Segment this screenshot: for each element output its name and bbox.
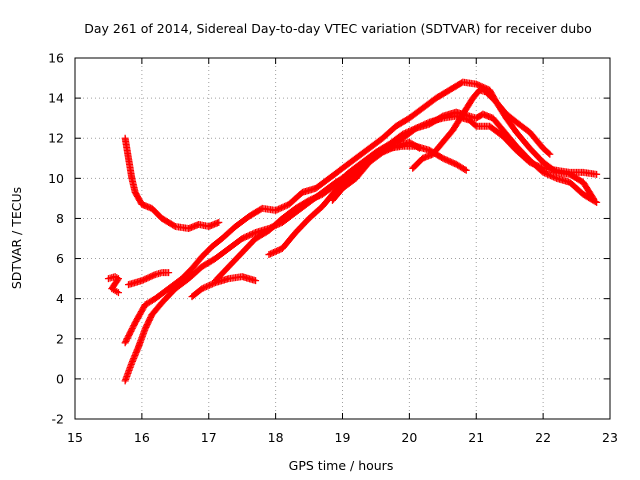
x-tick-label: 16 xyxy=(134,430,150,445)
axes: 15 16 17 18 19 20 21 22 23 -2 0 2 4 6 8 10 12 14 16 xyxy=(48,51,618,446)
x-tick-label: 21 xyxy=(468,430,484,445)
data-point xyxy=(593,170,601,178)
data-point xyxy=(593,198,601,206)
data-point xyxy=(165,269,173,277)
data-point xyxy=(588,193,596,201)
series-arc2 xyxy=(104,273,122,297)
data-marks xyxy=(104,78,601,385)
y-tick-label: 0 xyxy=(56,371,64,386)
data-point xyxy=(150,271,158,279)
series-arc4 xyxy=(121,78,554,347)
data-point xyxy=(215,218,223,226)
x-tick-label: 22 xyxy=(535,430,551,445)
x-tick-label: 18 xyxy=(268,430,284,445)
series-arc10 xyxy=(409,86,597,202)
y-tick-label: 2 xyxy=(56,331,64,346)
x-tick-label: 20 xyxy=(401,430,417,445)
x-tick-label: 23 xyxy=(602,430,618,445)
data-point xyxy=(252,277,260,285)
data-point xyxy=(414,143,422,151)
y-tick-label: 4 xyxy=(56,291,64,306)
data-point xyxy=(170,222,178,230)
data-point xyxy=(114,289,122,297)
series-arc9 xyxy=(328,138,423,204)
data-point xyxy=(589,194,597,202)
series-arc6 xyxy=(188,273,260,301)
x-tick-label: 15 xyxy=(67,430,83,445)
data-point xyxy=(551,167,559,175)
data-point xyxy=(545,149,553,157)
data-point xyxy=(113,288,121,296)
series-arc7 xyxy=(211,108,601,285)
y-tick-label: 8 xyxy=(56,211,64,226)
series-arc3 xyxy=(125,269,173,289)
y-tick-label: 12 xyxy=(48,131,64,146)
y-tick-label: 16 xyxy=(48,51,64,66)
chart-title: Day 261 of 2014, Sidereal Day-to-day VTE… xyxy=(84,21,592,36)
y-tick-label: 10 xyxy=(48,171,64,186)
data-point xyxy=(461,165,469,173)
data-point xyxy=(462,166,470,174)
y-tick-label: -2 xyxy=(52,412,64,427)
grid xyxy=(75,58,610,419)
y-tick-label: 14 xyxy=(48,91,64,106)
x-tick-label: 17 xyxy=(201,430,217,445)
data-point xyxy=(546,150,554,158)
series-arc1 xyxy=(121,134,223,232)
y-tick-label: 6 xyxy=(56,251,64,266)
x-tick-label: 19 xyxy=(335,430,351,445)
data-point xyxy=(415,144,423,152)
y-axis-label: SDTVAR / TECUs xyxy=(9,187,24,289)
x-axis-label: GPS time / hours xyxy=(289,458,394,473)
